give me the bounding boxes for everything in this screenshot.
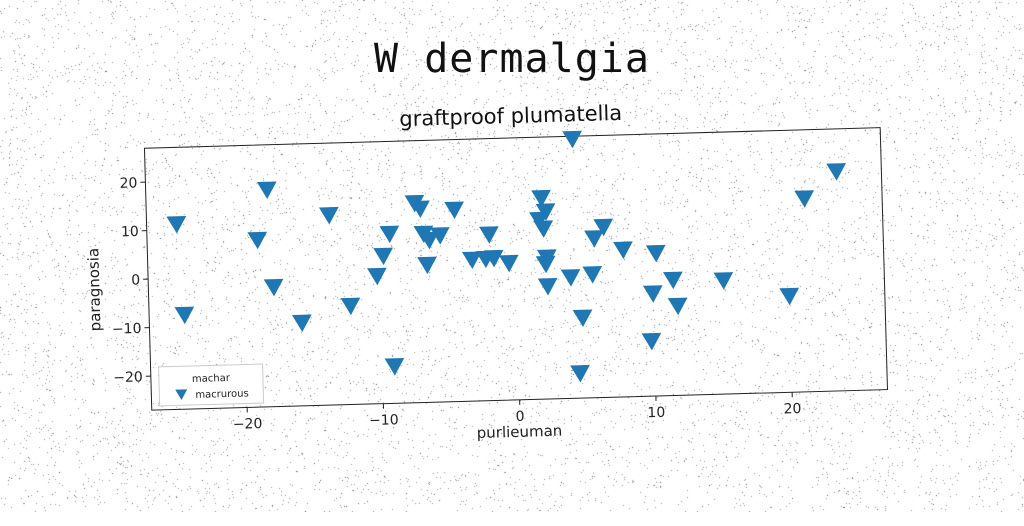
data-point xyxy=(445,202,463,218)
data-point xyxy=(669,298,687,314)
data-point xyxy=(537,256,555,272)
data-point xyxy=(480,227,498,243)
y-axis-label: paragnosia xyxy=(84,248,104,332)
data-point xyxy=(664,272,682,288)
data-point xyxy=(714,273,732,289)
data-point xyxy=(175,307,193,323)
points-layer xyxy=(165,124,851,393)
data-point xyxy=(780,288,798,304)
data-point xyxy=(265,279,283,295)
chart-title: graftproof plumatella xyxy=(399,101,622,131)
data-point xyxy=(614,242,632,258)
x-tick-label: 20 xyxy=(783,401,801,417)
data-point xyxy=(500,255,518,271)
y-tick-label: 0 xyxy=(131,272,140,288)
data-point xyxy=(341,298,359,314)
data-point xyxy=(574,310,592,326)
data-point xyxy=(585,231,603,247)
data-point xyxy=(293,315,311,331)
data-point xyxy=(539,279,557,295)
legend-entry-label: macrurous xyxy=(195,388,249,400)
data-point xyxy=(563,131,581,147)
x-tick-label: −20 xyxy=(233,416,263,433)
data-point xyxy=(642,333,660,349)
x-axis-label: purlieuman xyxy=(476,422,562,442)
data-point xyxy=(827,164,845,180)
data-point xyxy=(258,182,276,198)
data-point xyxy=(368,268,386,284)
data-point xyxy=(644,286,662,302)
legend-title: machar xyxy=(192,373,231,385)
legend: machar macrurous xyxy=(159,364,264,406)
data-point xyxy=(534,221,552,237)
data-point xyxy=(248,232,266,248)
data-point xyxy=(320,207,338,223)
data-point xyxy=(562,270,580,286)
y-tick-label: 10 xyxy=(121,224,139,240)
y-tick-label: −20 xyxy=(113,369,143,386)
x-tick-label: −10 xyxy=(369,412,399,429)
y-tick-label: 20 xyxy=(119,175,137,191)
data-point xyxy=(385,359,403,375)
data-point xyxy=(380,226,398,242)
y-ticks-layer: −20 −10 0 10 20 xyxy=(108,175,151,386)
data-point xyxy=(167,217,185,233)
data-point xyxy=(795,191,813,207)
data-point xyxy=(647,245,665,261)
y-tick-label: −10 xyxy=(112,321,142,338)
x-tick-label: 10 xyxy=(647,405,665,421)
data-point xyxy=(374,248,392,264)
data-point xyxy=(583,267,601,283)
data-point xyxy=(571,365,589,381)
data-point xyxy=(418,257,436,273)
